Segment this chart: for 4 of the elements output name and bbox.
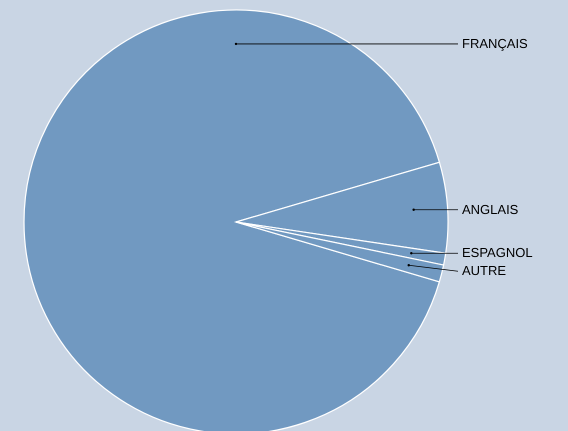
slice-label: ANGLAIS (462, 202, 519, 217)
slice-label: AUTRE (462, 263, 506, 278)
slice-label: ESPAGNOL (462, 245, 533, 260)
slice-label: FRANÇAIS (462, 36, 528, 51)
